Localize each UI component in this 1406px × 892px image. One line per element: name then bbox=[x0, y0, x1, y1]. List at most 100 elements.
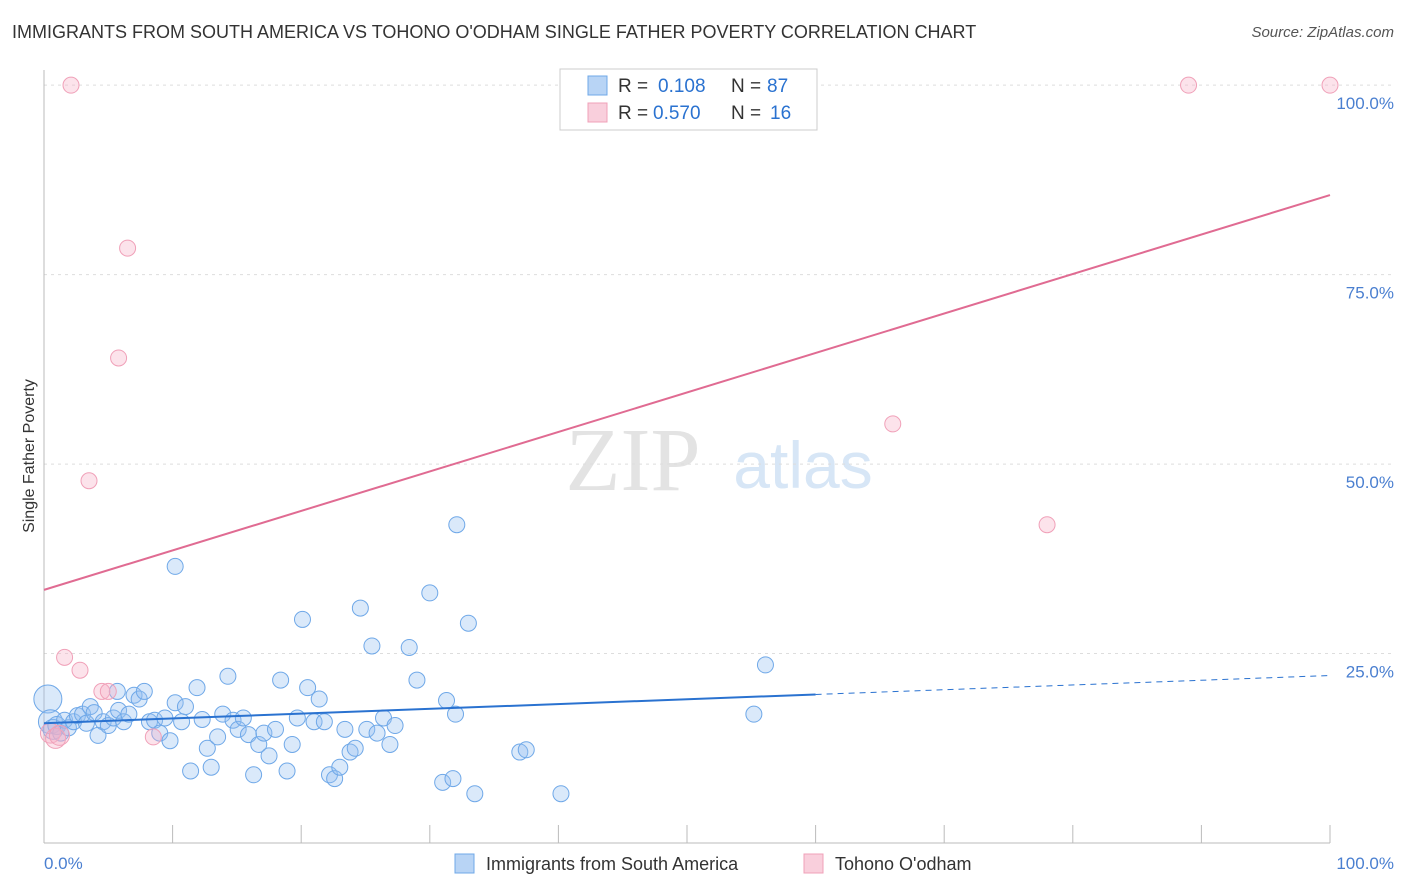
point-south-america bbox=[161, 732, 179, 750]
point-south-america bbox=[202, 758, 220, 776]
point-south-america bbox=[250, 735, 268, 753]
point-south-america bbox=[358, 720, 376, 738]
y-tick-label: 50.0% bbox=[1346, 473, 1394, 492]
point-tohono-oodham bbox=[1180, 76, 1198, 94]
point-south-america bbox=[108, 682, 126, 700]
point-south-america bbox=[459, 614, 477, 632]
point-south-america bbox=[448, 516, 466, 534]
point-south-america bbox=[260, 747, 278, 765]
point-south-america bbox=[466, 785, 484, 803]
trend-lines bbox=[43, 194, 1331, 725]
point-south-america bbox=[120, 705, 138, 723]
legend-r-value-blue: 0.108 bbox=[658, 76, 706, 97]
legend-series-label-pink: Tohono O'odham bbox=[835, 854, 972, 874]
point-tohono-oodham bbox=[93, 682, 111, 700]
point-south-america bbox=[229, 720, 247, 738]
point-south-america bbox=[368, 724, 386, 742]
point-south-america bbox=[56, 711, 74, 729]
point-south-america bbox=[400, 638, 418, 656]
trend-line-extension bbox=[815, 675, 1331, 695]
point-south-america bbox=[182, 762, 200, 780]
watermark: ZIP atlas bbox=[566, 411, 873, 510]
point-south-america bbox=[266, 720, 284, 738]
trend-line-tohono-oodham bbox=[43, 194, 1331, 591]
point-south-america bbox=[288, 709, 306, 727]
point-tohono-oodham bbox=[99, 682, 117, 700]
point-south-america bbox=[434, 773, 452, 791]
point-south-america bbox=[272, 671, 290, 689]
point-tohono-oodham bbox=[144, 728, 162, 746]
point-tohono-oodham bbox=[884, 415, 902, 433]
legend-n-label-blue: N = bbox=[731, 76, 761, 97]
point-south-america bbox=[346, 739, 364, 757]
point-south-america bbox=[517, 741, 535, 759]
point-tohono-oodham bbox=[1321, 76, 1339, 94]
point-south-america bbox=[219, 667, 237, 685]
point-south-america bbox=[245, 766, 263, 784]
y-tick-label: 100.0% bbox=[1336, 94, 1394, 113]
point-south-america bbox=[173, 713, 191, 731]
legend-series-label-blue: Immigrants from South America bbox=[486, 854, 739, 874]
point-south-america bbox=[438, 692, 456, 710]
point-south-america bbox=[33, 684, 63, 714]
legend-r-label-blue: R = bbox=[618, 76, 648, 97]
point-tohono-oodham bbox=[45, 727, 67, 749]
point-tohono-oodham bbox=[110, 349, 128, 367]
point-south-america bbox=[176, 698, 194, 716]
point-south-america bbox=[351, 599, 369, 617]
point-south-america bbox=[214, 705, 232, 723]
x-tick-label-max: 100.0% bbox=[1336, 854, 1394, 873]
point-south-america bbox=[193, 710, 211, 728]
legend-swatch-pink bbox=[587, 102, 608, 123]
legend-n-value-blue: 87 bbox=[767, 76, 788, 97]
point-south-america bbox=[299, 679, 317, 697]
legend-n-value-pink: 16 bbox=[770, 103, 791, 124]
legend-r-value-pink: 0.570 bbox=[653, 103, 701, 124]
point-tohono-oodham bbox=[1038, 516, 1056, 534]
point-south-america bbox=[408, 671, 426, 689]
point-south-america bbox=[209, 728, 227, 746]
point-tohono-oodham bbox=[56, 648, 74, 666]
point-south-america bbox=[166, 557, 184, 575]
point-south-america bbox=[326, 770, 344, 788]
legend-swatch-blue bbox=[587, 75, 608, 96]
legend-stats: R = 0.108 N = 87 R = 0.570 N = 16 bbox=[559, 68, 818, 131]
point-south-america bbox=[381, 735, 399, 753]
point-south-america bbox=[166, 694, 184, 712]
point-south-america bbox=[444, 770, 462, 788]
ticks: 25.0% 50.0% 75.0% 100.0% bbox=[43, 94, 1394, 843]
point-south-america bbox=[552, 785, 570, 803]
point-south-america bbox=[363, 637, 381, 655]
point-south-america bbox=[234, 709, 252, 727]
point-south-america bbox=[198, 739, 216, 757]
data-points bbox=[33, 76, 1339, 803]
point-south-america bbox=[511, 743, 529, 761]
watermark-atlas: atlas bbox=[733, 428, 872, 502]
x-tick-label-min: 0.0% bbox=[44, 854, 83, 873]
trend-line-south-america bbox=[43, 693, 816, 725]
source-label: Source: ZipAtlas.com bbox=[1251, 24, 1394, 41]
point-south-america bbox=[278, 762, 296, 780]
legend-series-swatch-pink bbox=[803, 853, 824, 874]
point-tohono-oodham bbox=[62, 76, 80, 94]
legend-r-label-pink: R = bbox=[618, 103, 648, 124]
point-south-america bbox=[447, 705, 465, 723]
gridlines bbox=[44, 84, 1394, 655]
y-tick-label: 75.0% bbox=[1346, 284, 1394, 303]
point-south-america bbox=[293, 610, 311, 628]
y-tick-label: 25.0% bbox=[1346, 663, 1394, 682]
point-south-america bbox=[336, 720, 354, 738]
point-tohono-oodham bbox=[119, 239, 137, 257]
point-south-america bbox=[310, 690, 328, 708]
point-south-america bbox=[315, 713, 333, 731]
watermark-zip: ZIP bbox=[566, 411, 701, 510]
legend-series: Immigrants from South America Tohono O'o… bbox=[454, 853, 972, 874]
point-south-america bbox=[421, 584, 439, 602]
point-south-america bbox=[331, 758, 349, 776]
point-tohono-oodham bbox=[48, 724, 70, 746]
chart-title: IMMIGRANTS FROM SOUTH AMERICA VS TOHONO … bbox=[12, 22, 977, 42]
point-south-america bbox=[745, 705, 763, 723]
y-axis-label: Single Father Poverty bbox=[21, 379, 38, 533]
point-south-america bbox=[188, 679, 206, 697]
